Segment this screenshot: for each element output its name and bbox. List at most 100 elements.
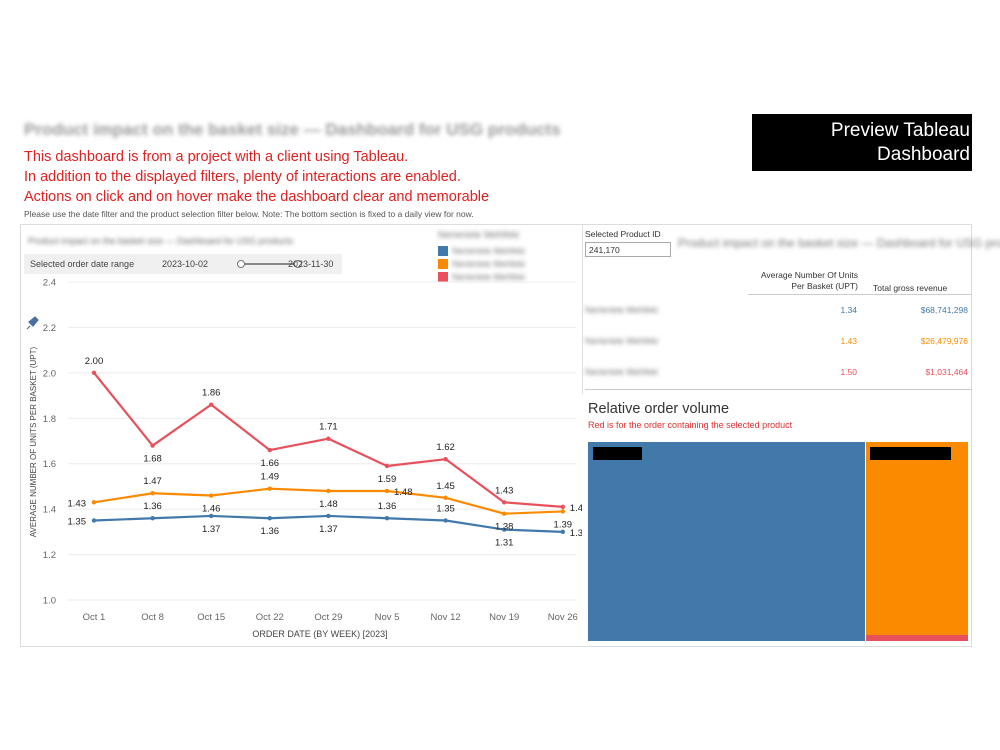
intro-line-2: In addition to the displayed filters, pl… — [24, 169, 461, 185]
date-slider-start-handle[interactable] — [237, 260, 245, 268]
data-point-blue — [150, 516, 155, 521]
treemap-label-redacted — [870, 447, 951, 460]
y-tick-label: 2.0 — [43, 368, 56, 379]
data-point-red — [560, 504, 565, 510]
data-point-orange — [560, 509, 565, 514]
data-label-orange: 1.38 — [495, 522, 514, 533]
x-tick-label: Oct 15 — [197, 612, 225, 623]
date-filter-start: 2023-10-02 — [162, 259, 209, 269]
x-tick-label: Nov 19 — [489, 612, 519, 623]
legend-item-red[interactable]: Nerieriete Mehfeki — [438, 270, 525, 283]
data-point-blue — [267, 516, 272, 521]
data-label-red: 1.86 — [202, 388, 221, 399]
treemap-block-blue[interactable] — [588, 442, 865, 641]
row-product-name: Nerieriete Mehfeki — [585, 336, 659, 346]
intro-line-1: This dashboard is from a project with a … — [24, 149, 409, 165]
data-point-blue — [443, 518, 448, 523]
table-divider — [585, 389, 972, 390]
x-tick-label: Oct 8 — [141, 612, 164, 623]
data-point-red — [267, 447, 272, 453]
preview-banner-line-1: Preview Tableau — [830, 120, 970, 141]
preview-banner-line-2: Dashboard — [877, 144, 970, 165]
legend-label: Nerieriete Mehfeki — [452, 271, 526, 282]
data-point-orange — [209, 493, 214, 498]
data-point-red — [326, 436, 331, 441]
row-revenue-value: $26,479,976 — [920, 336, 968, 346]
column-header-revenue: Total gross revenue — [873, 283, 948, 293]
data-label-red: 1.43 — [495, 485, 514, 496]
treemap-block-red[interactable] — [866, 635, 968, 641]
x-axis-title: ORDER DATE (BY WEEK) [2023] — [252, 629, 387, 639]
treemap-title: Relative order volume — [588, 401, 730, 417]
x-tick-label: Nov 12 — [431, 612, 461, 623]
row-revenue-value: $1,031,464 — [925, 367, 968, 377]
legend-swatch-blue — [438, 245, 448, 256]
data-point-blue — [91, 518, 97, 523]
table-header: Average Number Of Units Per Basket (UPT)… — [748, 268, 972, 295]
chart-subtitle: Product impact on the basket size — Dash… — [28, 236, 294, 246]
date-slider-track[interactable] — [242, 263, 298, 265]
panel-divider — [582, 224, 583, 394]
date-slider-end-handle[interactable] — [294, 260, 302, 268]
data-label-red: 1.66 — [261, 458, 280, 469]
data-label-orange: 1.48 — [319, 499, 338, 510]
legend-swatch-orange — [438, 258, 448, 269]
x-tick-label: Oct 29 — [314, 612, 342, 623]
right-panel-title: Product impact on the basket size — Dash… — [678, 236, 1000, 250]
y-tick-label: 1.6 — [43, 459, 56, 470]
legend-item-blue[interactable]: Nerieriete Mehfeki — [438, 244, 525, 257]
dashboard-main-title: Product impact on the basket size — Dash… — [24, 120, 561, 139]
intro-text: This dashboard is from a project with a … — [24, 147, 489, 207]
table-row[interactable]: Nerieriete Mehfeki 1.43 $26,479,976 — [585, 326, 972, 357]
data-label-orange: 1.46 — [202, 504, 221, 515]
table-row[interactable]: Nerieriete Mehfeki 1.50 $1,031,464 — [585, 357, 972, 388]
dashboard-frame — [20, 224, 972, 647]
row-upt-value: 1.34 — [840, 305, 857, 315]
chart-legend[interactable]: Nerieriete Mehfeki Nerieriete Mehfeki Ne… — [438, 230, 525, 283]
data-label-blue: 1.36 — [143, 501, 162, 512]
data-point-red — [384, 463, 390, 469]
date-range-filter[interactable]: Selected order date range 2023-10-02 202… — [24, 254, 342, 274]
data-label-blue: 1.36 — [261, 526, 280, 537]
row-product-name: Nerieriete Mehfeki — [585, 305, 659, 315]
x-tick-label: Nov 26 — [548, 612, 578, 623]
x-tick-label: Nov 5 — [375, 612, 400, 623]
data-point-orange — [502, 511, 507, 516]
pin-icon — [26, 316, 39, 330]
intro-line-3: Actions on click and on hover make the d… — [24, 189, 490, 205]
y-tick-label: 1.2 — [43, 550, 56, 561]
data-label-red: 1.59 — [378, 474, 397, 485]
data-label-red: 1.62 — [436, 442, 455, 453]
data-point-orange — [267, 486, 272, 491]
table-row[interactable]: Nerieriete Mehfeki 1.34 $68,741,298 — [585, 295, 972, 326]
data-point-orange — [150, 491, 155, 496]
legend-label: Nerieriete Mehfeki — [452, 258, 526, 269]
upt-line-chart[interactable]: 1.0 1.2 1.4 1.6 1.8 2.0 2.2 2.4 Oct 1 Oct 8 Oct 15… — [20, 270, 582, 646]
x-tick-label: Oct 1 — [83, 612, 106, 623]
data-label-orange: 1.47 — [143, 476, 162, 487]
data-point-blue — [209, 513, 214, 519]
data-point-blue — [384, 516, 390, 521]
data-point-blue — [502, 527, 507, 532]
product-id-input[interactable]: 241,170 — [585, 242, 671, 257]
legend-item-orange[interactable]: Nerieriete Mehfeki — [438, 257, 525, 270]
row-revenue-value: $68,741,298 — [920, 305, 968, 315]
data-point-blue — [560, 529, 565, 535]
y-axis-title: AVERAGE NUMBER OF UNITS PER BASKET (UPT) — [29, 346, 38, 537]
product-filter-label: Selected Product ID — [585, 229, 661, 239]
treemap-label-redacted — [593, 447, 642, 460]
date-filter-end: 2023-11-30 — [288, 259, 334, 269]
data-label-red: 1.41 — [570, 503, 582, 514]
data-label-blue: 1.31 — [495, 538, 514, 549]
treemap-block-orange[interactable] — [866, 442, 968, 635]
data-label-red: 1.68 — [143, 454, 162, 465]
column-header-upt: Average Number Of Units Per Basket (UPT) — [760, 270, 858, 291]
preview-banner[interactable]: Preview Tableau Dashboard — [752, 114, 972, 171]
data-point-orange — [91, 500, 97, 505]
data-point-red — [91, 370, 97, 376]
data-label-orange: 1.43 — [68, 498, 87, 509]
data-point-red — [502, 500, 507, 505]
data-point-red — [443, 456, 448, 462]
data-point-red — [150, 443, 155, 448]
data-label-blue: 1.30 — [570, 528, 582, 539]
